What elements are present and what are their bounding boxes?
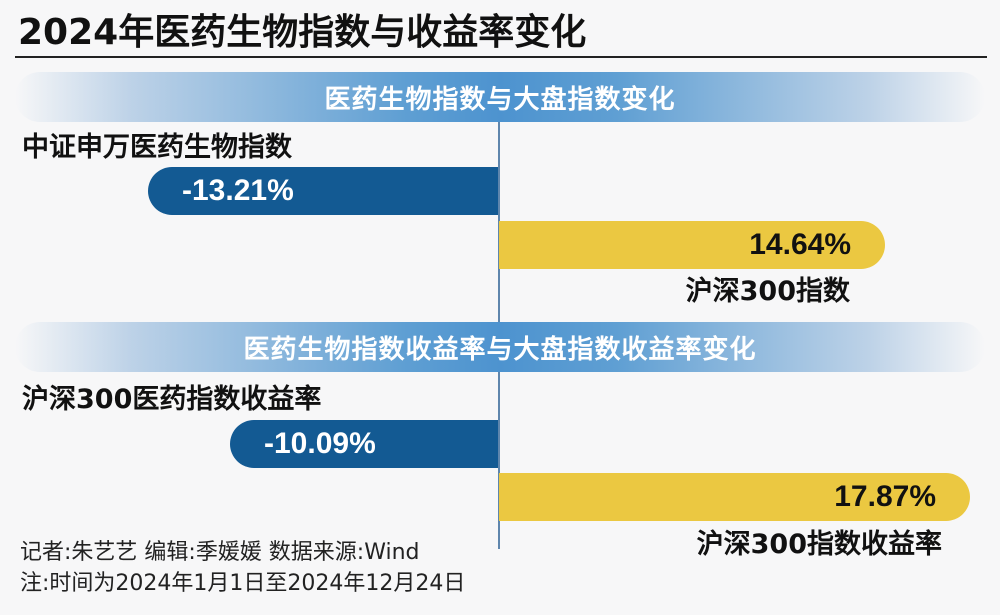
- section-2-heading-band: 医药生物指数收益率与大盘指数收益率变化: [15, 322, 985, 372]
- section-1-negative-value: -13.21%: [182, 174, 294, 207]
- section-2-heading: 医药生物指数收益率与大盘指数收益率变化: [243, 334, 757, 365]
- section-1-positive-value: 14.64%: [749, 228, 851, 261]
- section-1-positive-bar: 14.64%: [499, 221, 885, 269]
- section-2-positive-value: 17.87%: [834, 480, 936, 513]
- section-1-positive-label: 沪深300指数: [685, 276, 850, 307]
- section-1-heading-band: 医药生物指数与大盘指数变化: [15, 72, 985, 122]
- section-2-negative-label: 沪深300医药指数收益率: [22, 384, 322, 415]
- chart-title: 2024年医药生物指数与收益率变化: [18, 12, 587, 53]
- section-2-positive-label: 沪深300指数收益率: [696, 529, 942, 560]
- section-2-positive-bar: 17.87%: [499, 473, 970, 521]
- section-1-negative-label: 中证申万医药生物指数: [22, 132, 292, 163]
- section-2-negative-value: -10.09%: [264, 427, 376, 460]
- footnote: 注:时间为2024年1月1日至2024年12月24日: [20, 571, 466, 596]
- section-1-negative-bar: -13.21%: [148, 167, 498, 215]
- section-2-negative-bar: -10.09%: [230, 420, 498, 468]
- section-1-heading: 医药生物指数与大盘指数变化: [324, 84, 676, 115]
- credits-line: 记者:朱艺艺 编辑:季媛媛 数据来源:Wind: [20, 540, 420, 565]
- title-underline: [15, 56, 987, 58]
